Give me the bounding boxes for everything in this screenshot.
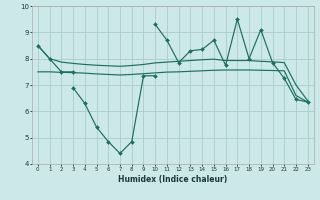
X-axis label: Humidex (Indice chaleur): Humidex (Indice chaleur) (118, 175, 228, 184)
